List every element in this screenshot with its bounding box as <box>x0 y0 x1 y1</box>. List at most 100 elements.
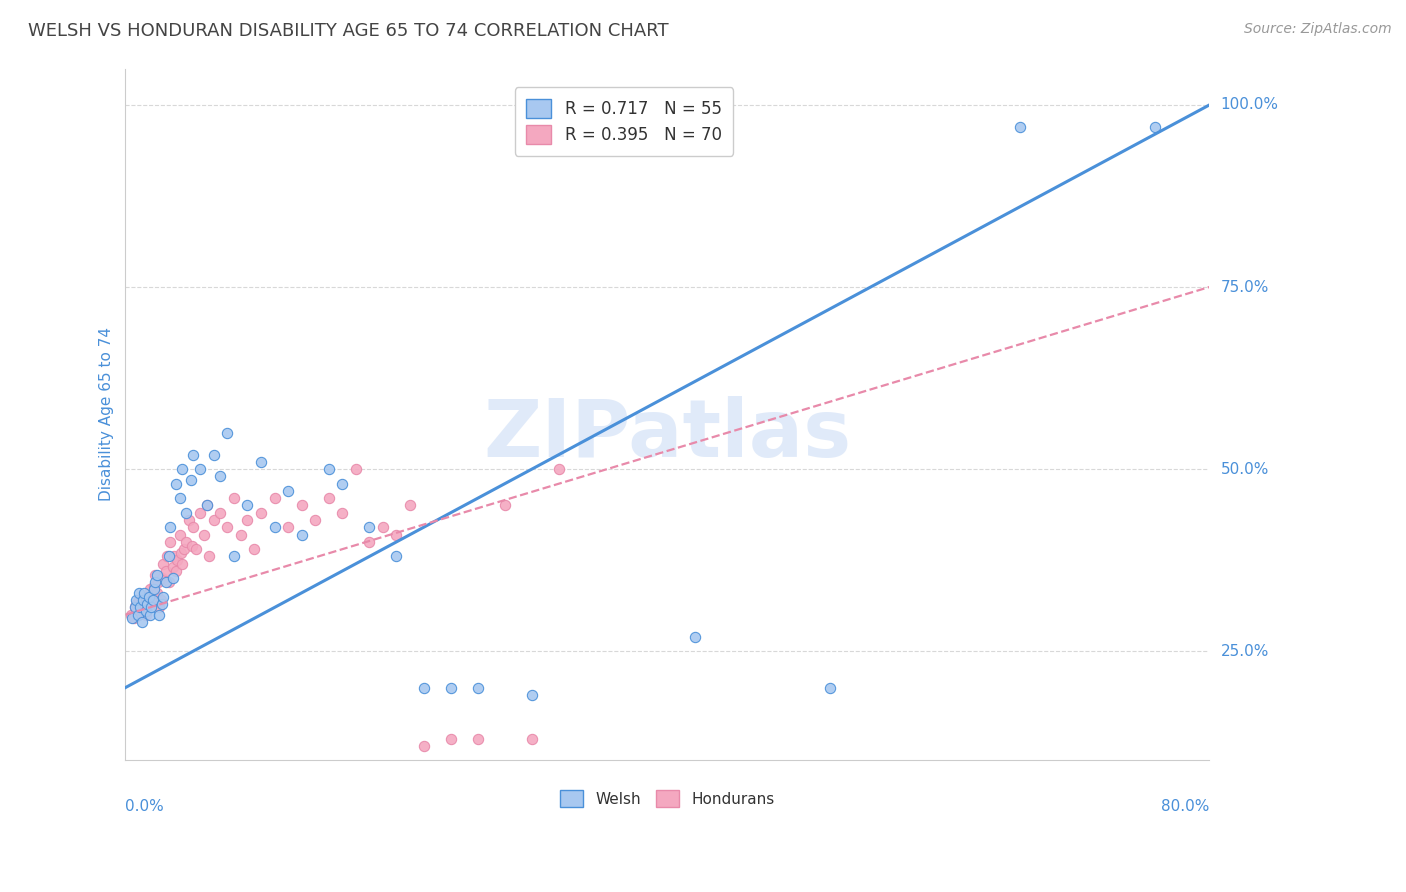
Point <box>120 607 142 622</box>
Text: WELSH VS HONDURAN DISABILITY AGE 65 TO 74 CORRELATION CHART: WELSH VS HONDURAN DISABILITY AGE 65 TO 7… <box>28 22 669 40</box>
Point <box>155 564 177 578</box>
Point <box>166 553 188 567</box>
Point <box>152 557 174 571</box>
Text: 25.0%: 25.0% <box>1220 644 1268 658</box>
Point <box>385 527 408 541</box>
Point <box>169 527 191 541</box>
Point <box>125 597 148 611</box>
Point <box>135 604 157 618</box>
Text: 50.0%: 50.0% <box>1220 461 1268 476</box>
Point <box>131 604 153 618</box>
Point <box>134 586 156 600</box>
Point <box>318 462 340 476</box>
Point <box>162 571 184 585</box>
Point <box>318 491 340 506</box>
Point <box>139 607 162 622</box>
Point <box>359 520 381 534</box>
Point <box>149 593 172 607</box>
Point <box>165 476 187 491</box>
Point <box>195 499 218 513</box>
Point <box>467 731 489 746</box>
Point <box>132 597 155 611</box>
Point <box>1008 120 1031 134</box>
Point <box>159 520 181 534</box>
Point <box>222 549 245 564</box>
Point <box>263 520 285 534</box>
Point <box>128 586 150 600</box>
Point <box>121 611 143 625</box>
Point <box>818 681 841 695</box>
Point <box>129 600 152 615</box>
Point <box>165 564 187 578</box>
Point <box>124 600 146 615</box>
Point <box>162 560 184 574</box>
Point <box>520 731 543 746</box>
Point <box>122 611 145 625</box>
Point <box>124 600 146 615</box>
Point <box>291 499 314 513</box>
Point <box>172 462 194 476</box>
Point <box>250 455 273 469</box>
Point <box>193 527 215 541</box>
Point <box>136 597 159 611</box>
Point <box>330 476 353 491</box>
Point <box>440 681 463 695</box>
Point <box>467 681 489 695</box>
Point <box>399 499 422 513</box>
Point <box>198 549 221 564</box>
Point <box>129 600 152 615</box>
Point <box>229 527 252 541</box>
Text: ZIPatlas: ZIPatlas <box>484 396 852 475</box>
Point <box>145 567 167 582</box>
Point <box>127 607 149 622</box>
Point <box>169 491 191 506</box>
Point <box>291 527 314 541</box>
Point <box>148 600 170 615</box>
Point <box>143 567 166 582</box>
Point <box>146 574 169 589</box>
Point <box>125 593 148 607</box>
Point <box>127 607 149 622</box>
Point <box>371 520 394 534</box>
Point <box>142 593 165 607</box>
Point <box>138 590 160 604</box>
Point <box>236 513 259 527</box>
Point <box>236 499 259 513</box>
Point <box>170 546 193 560</box>
Point <box>683 630 706 644</box>
Point <box>141 600 163 615</box>
Point <box>176 535 198 549</box>
Point <box>145 586 167 600</box>
Point <box>344 462 367 476</box>
Legend: Welsh, Hondurans: Welsh, Hondurans <box>553 782 782 815</box>
Point <box>188 506 211 520</box>
Point <box>1144 120 1167 134</box>
Point <box>176 506 198 520</box>
Point <box>135 607 157 622</box>
Point <box>128 593 150 607</box>
Point <box>263 491 285 506</box>
Point <box>156 549 179 564</box>
Point <box>195 499 218 513</box>
Point <box>163 549 186 564</box>
Point <box>179 513 201 527</box>
Text: 100.0%: 100.0% <box>1220 97 1278 112</box>
Point <box>188 462 211 476</box>
Point <box>152 590 174 604</box>
Point <box>520 688 543 702</box>
Point <box>359 535 381 549</box>
Point <box>173 542 195 557</box>
Point <box>179 473 201 487</box>
Point <box>138 593 160 607</box>
Point <box>150 571 173 585</box>
Text: 80.0%: 80.0% <box>1161 799 1209 814</box>
Point <box>181 448 204 462</box>
Point <box>243 542 266 557</box>
Point <box>385 549 408 564</box>
Point <box>159 535 181 549</box>
Point <box>142 590 165 604</box>
Point <box>217 520 239 534</box>
Point <box>142 578 165 592</box>
Point <box>131 615 153 629</box>
Point <box>157 549 180 564</box>
